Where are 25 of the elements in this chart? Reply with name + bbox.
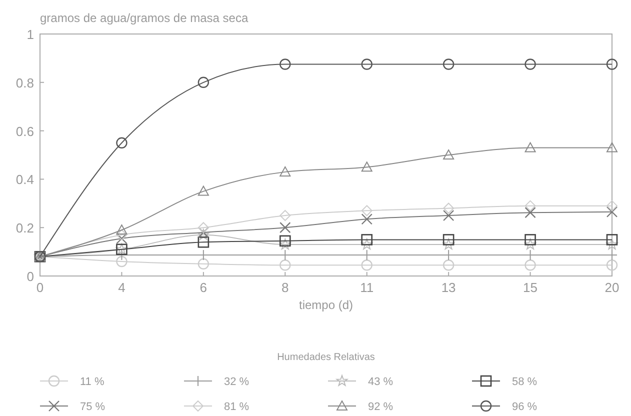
y-tick-label: 0.4 — [16, 172, 34, 188]
x-tick-label: 11 — [360, 280, 374, 295]
y-tick-label: 0 — [26, 269, 34, 284]
legend-title: Humedades Relativas — [277, 352, 375, 363]
legend-label: 43 % — [368, 376, 394, 388]
x-axis-title: tiempo (d) — [298, 298, 354, 312]
x-tick-label: 0 — [36, 280, 44, 295]
x-tick-label: 4 — [118, 280, 126, 295]
x-tick-label: 20 — [604, 280, 620, 295]
legend-label: 58 % — [512, 376, 538, 388]
legend-label: 75 % — [80, 401, 106, 413]
x-tick-label: 13 — [441, 280, 456, 295]
x-tick-label: 15 — [523, 280, 538, 295]
y-tick-label: 0.2 — [16, 220, 34, 236]
legend-label: 92 % — [368, 401, 394, 413]
legend-label: 11 % — [80, 376, 104, 388]
y-tick-label: 1 — [26, 27, 34, 42]
y-axis-title: gramos de agua/gramos de masa seca — [40, 11, 248, 25]
legend-label: 32 % — [224, 376, 250, 388]
y-tick-label: 0.8 — [16, 75, 34, 90]
y-tick-label: 0.6 — [16, 124, 34, 139]
x-tick-label: 8 — [282, 280, 289, 295]
legend-label: 81 % — [224, 401, 250, 413]
x-tick-label: 6 — [200, 280, 208, 295]
legend-label: 96 % — [512, 401, 538, 413]
